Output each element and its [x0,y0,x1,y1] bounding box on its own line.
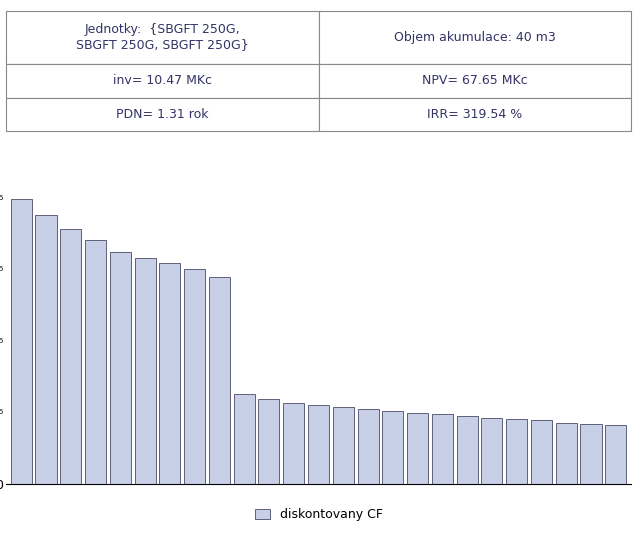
Bar [159,263,180,484]
Bar [407,413,428,484]
Bar [333,407,354,484]
Bar [580,423,601,484]
Bar [357,409,378,484]
Bar [283,403,304,484]
Bar [110,252,131,484]
Bar [61,229,82,484]
Bar [234,394,255,484]
Bar [531,420,552,484]
Bar [85,240,106,484]
Bar [555,422,576,484]
Bar [134,258,155,484]
Bar [11,199,32,484]
Bar [259,399,280,484]
Bar [605,426,626,484]
Legend: diskontovany CF: diskontovany CF [250,504,387,526]
Bar [209,278,230,484]
Bar [482,417,503,484]
Bar [36,215,57,484]
Bar [382,411,403,484]
Bar [506,419,527,484]
Bar [432,414,453,484]
Bar [308,405,329,484]
Bar [184,268,205,484]
Bar [457,416,478,484]
